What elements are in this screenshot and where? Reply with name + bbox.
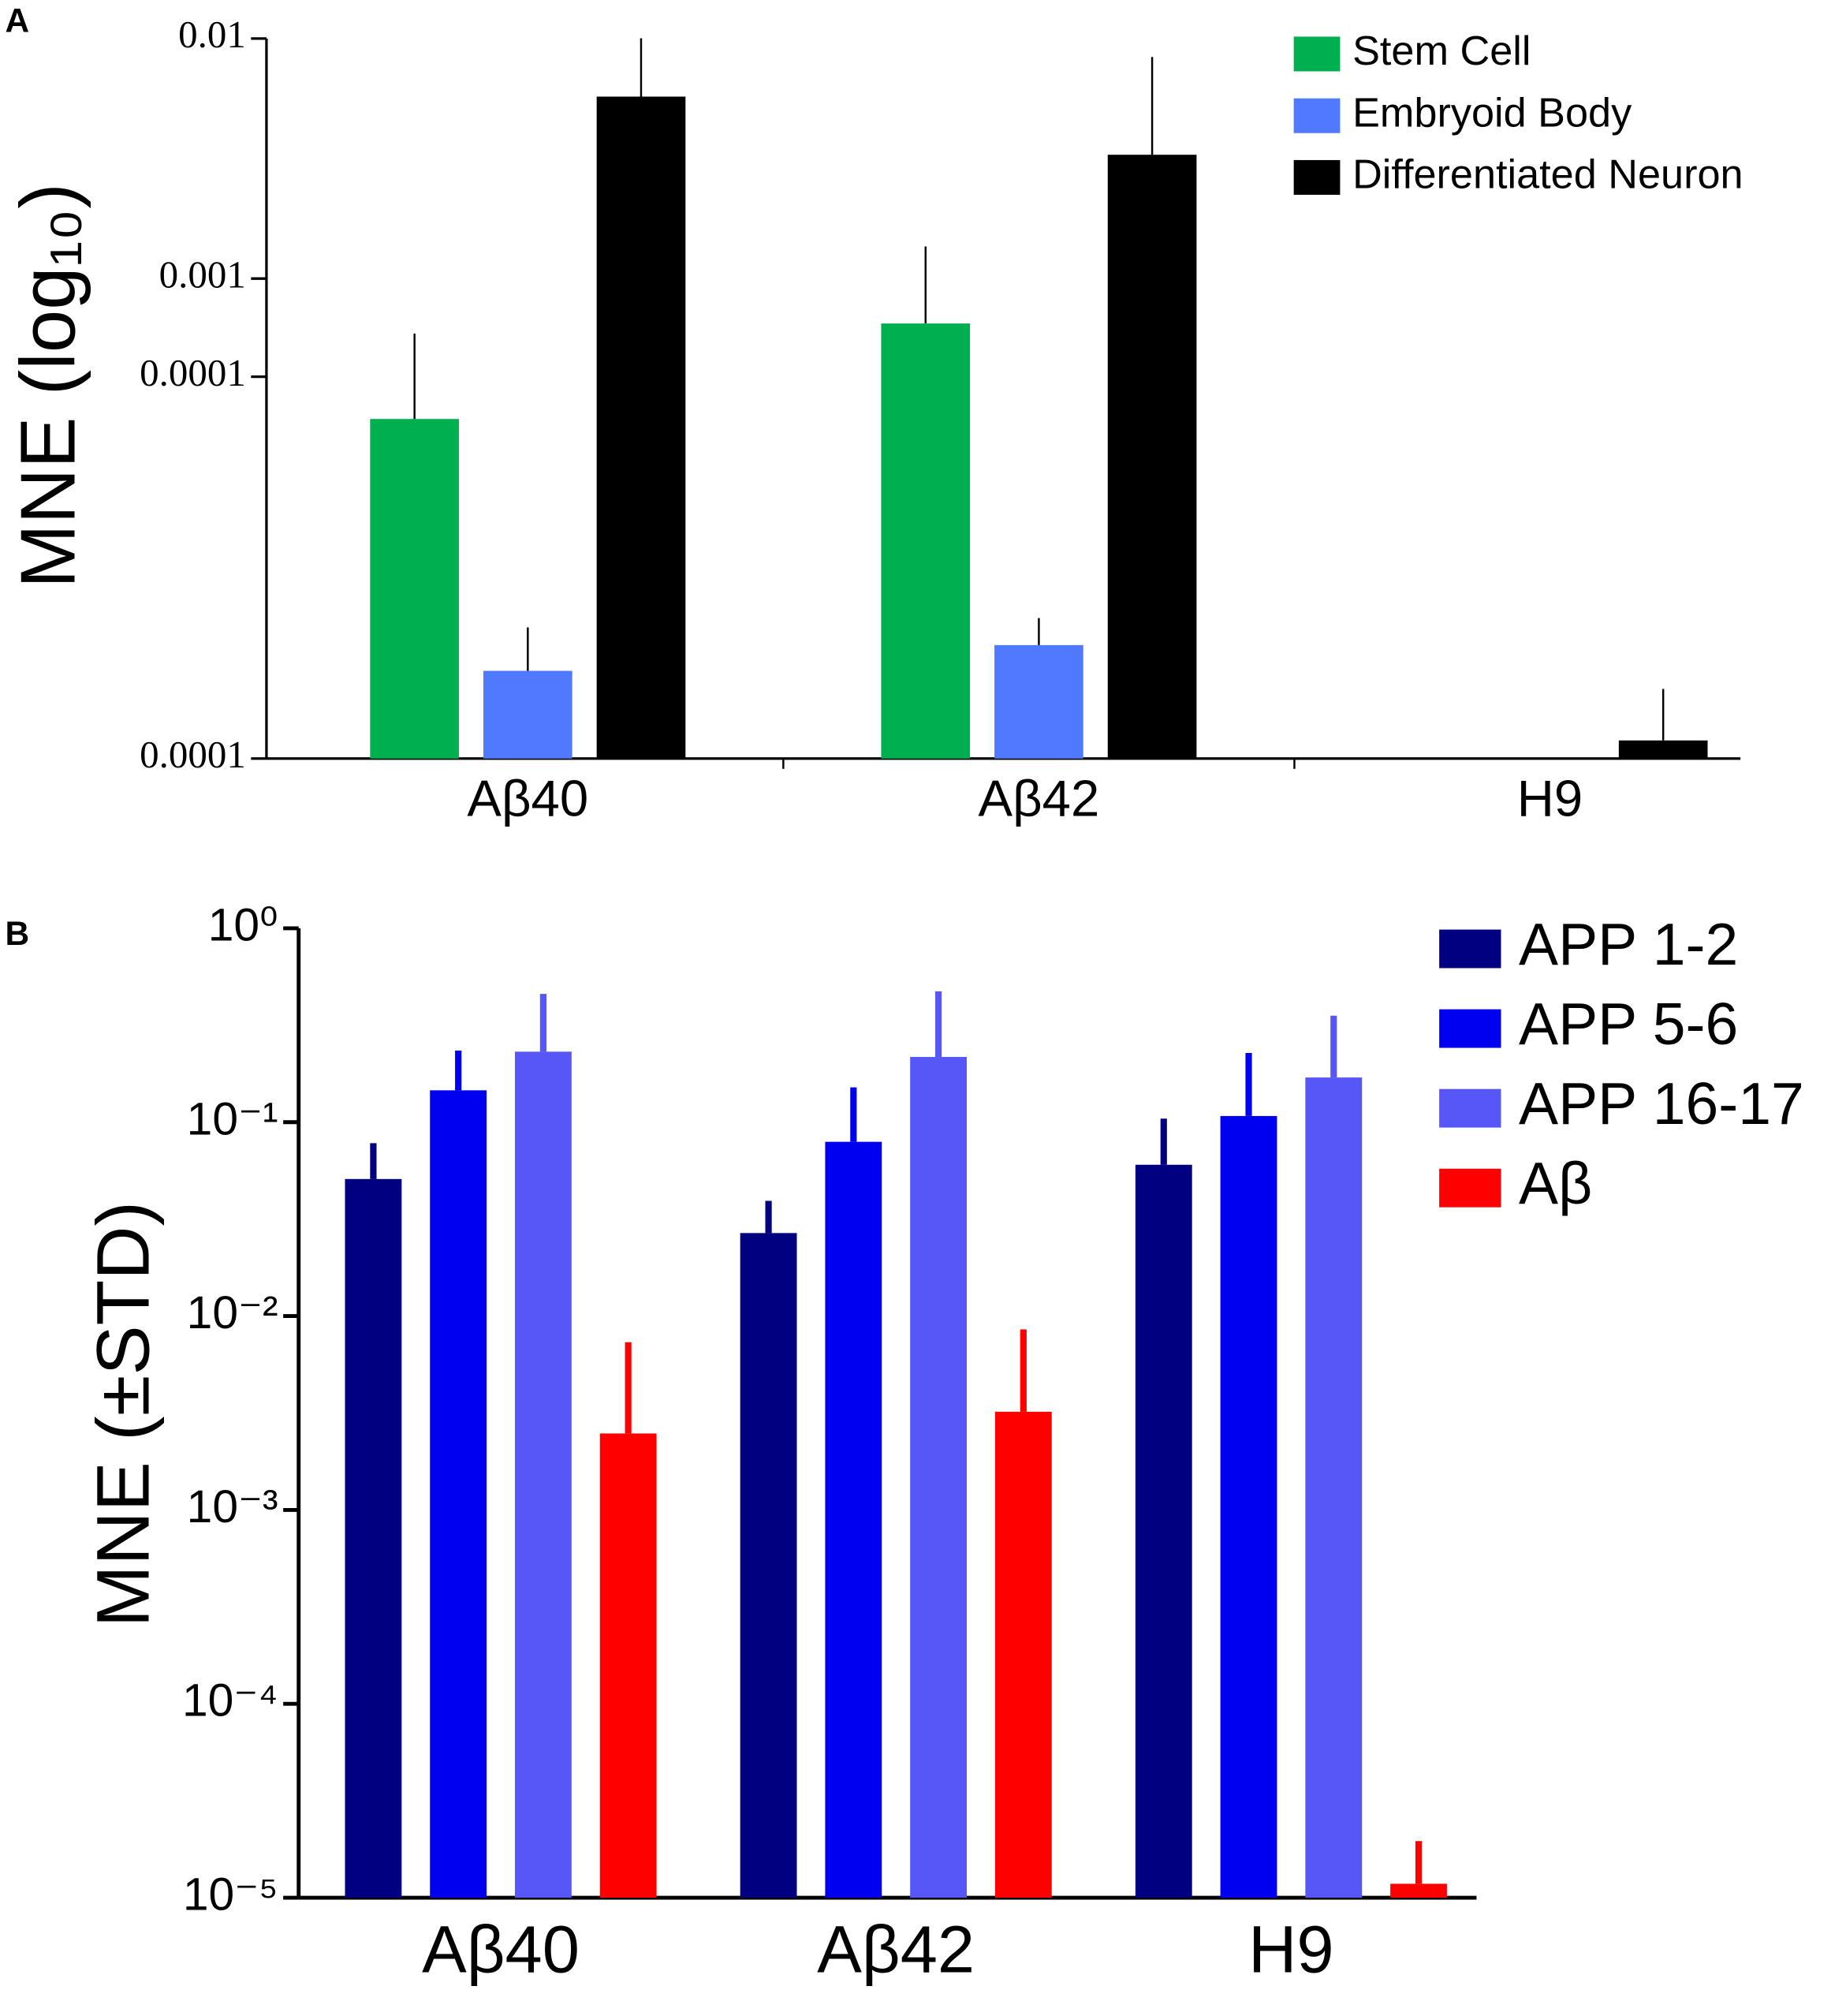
bar bbox=[370, 419, 459, 759]
x-tick-label: H9 bbox=[1248, 1912, 1334, 1987]
bar bbox=[514, 1051, 572, 1898]
bar bbox=[881, 323, 971, 759]
bar bbox=[1618, 740, 1708, 759]
bar bbox=[1107, 155, 1197, 759]
x-tick-label: Aβ42 bbox=[817, 1912, 975, 1987]
bar bbox=[994, 644, 1083, 759]
x-tick-label: Aβ40 bbox=[467, 769, 588, 827]
legend-swatch bbox=[1293, 98, 1341, 133]
bar bbox=[910, 1057, 968, 1898]
bar bbox=[994, 1411, 1052, 1898]
bar bbox=[1305, 1077, 1363, 1898]
y-tick-label: 0.01 bbox=[178, 13, 246, 56]
legend-swatch bbox=[1293, 36, 1341, 72]
y-tick-label: 10⁻⁴ bbox=[182, 1675, 278, 1727]
bar bbox=[1220, 1115, 1277, 1898]
y-tick-label: 10⁻² bbox=[187, 1287, 278, 1338]
legend-swatch bbox=[1439, 1088, 1501, 1128]
y-tick-label: 10⁻¹ bbox=[187, 1093, 278, 1144]
bar bbox=[825, 1141, 882, 1898]
chart: B MNE (±STD) 10⁰ 10⁻¹ 10⁻² 10⁻³ 10⁻⁴ 10⁻⁵ Aβ40 Aβ… bbox=[6, 899, 1804, 1986]
bar bbox=[596, 96, 686, 759]
panel-label: B bbox=[6, 915, 30, 952]
y-tick-label: 10⁰ bbox=[208, 899, 278, 950]
y-axis-title: MNE (±STD) bbox=[81, 1201, 165, 1627]
y-tick-label: 10⁻⁵ bbox=[183, 1869, 278, 1921]
y-tick-label: 10⁻³ bbox=[187, 1481, 278, 1533]
x-tick-label: Aβ40 bbox=[422, 1912, 580, 1987]
bar bbox=[345, 1178, 402, 1898]
y-axis-title: MNE (log₁₀) bbox=[4, 183, 91, 588]
legend-label: APP 16-17 bbox=[1519, 1070, 1804, 1137]
legend-label: Aβ bbox=[1519, 1150, 1592, 1216]
legend-swatch bbox=[1439, 1009, 1501, 1048]
legend-swatch bbox=[1439, 929, 1501, 969]
bar bbox=[483, 670, 572, 759]
legend-swatch bbox=[1439, 1168, 1501, 1208]
panel-label: A bbox=[6, 2, 30, 39]
legend-label: Embryoid Body bbox=[1352, 91, 1632, 136]
x-tick-label: H9 bbox=[1517, 769, 1583, 827]
bar bbox=[740, 1233, 797, 1898]
legend-label: APP 1-2 bbox=[1519, 911, 1738, 977]
bar bbox=[1390, 1883, 1447, 1898]
y-tick-label: 0.0001 bbox=[140, 351, 246, 394]
bar bbox=[430, 1090, 487, 1898]
legend-label: Stem Cell bbox=[1352, 28, 1531, 74]
y-tick-label: 0.0001 bbox=[140, 733, 246, 776]
legend-label: APP 5-6 bbox=[1519, 991, 1738, 1057]
y-tick-label: 0.001 bbox=[159, 252, 246, 296]
bar bbox=[599, 1433, 657, 1898]
legend-label: Differentiated Neuron bbox=[1352, 152, 1743, 198]
legend-swatch bbox=[1293, 159, 1341, 195]
bar bbox=[1135, 1164, 1192, 1898]
x-tick-label: Aβ42 bbox=[979, 769, 1100, 827]
chart: A MNE (log₁₀) 0.01 0.001 0.0001 0.0001 Aβ40 Aβ4… bbox=[4, 2, 1743, 827]
